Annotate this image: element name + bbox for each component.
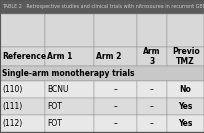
Text: (111): (111) xyxy=(2,102,23,111)
Bar xyxy=(94,81,137,98)
Bar xyxy=(0,81,45,98)
Text: No: No xyxy=(180,85,192,94)
Text: Single-arm monotherapy trials: Single-arm monotherapy trials xyxy=(2,69,135,78)
Bar xyxy=(0,66,204,81)
Bar xyxy=(0,47,45,66)
Bar xyxy=(45,47,94,66)
Bar xyxy=(167,98,204,115)
Text: Yes: Yes xyxy=(178,119,193,128)
Text: FOT: FOT xyxy=(47,102,62,111)
Bar xyxy=(137,81,167,98)
Bar xyxy=(137,98,167,115)
Bar xyxy=(45,115,94,132)
Bar xyxy=(0,115,45,132)
Text: –: – xyxy=(150,119,154,128)
Text: Arm 2: Arm 2 xyxy=(96,52,122,61)
Bar xyxy=(94,47,137,66)
Text: –: – xyxy=(113,85,117,94)
Text: Yes: Yes xyxy=(178,102,193,111)
Bar xyxy=(45,14,94,47)
Text: (112): (112) xyxy=(2,119,23,128)
Text: BCNU: BCNU xyxy=(47,85,69,94)
Text: (110): (110) xyxy=(2,85,23,94)
Bar xyxy=(167,47,204,66)
Text: Arm 1: Arm 1 xyxy=(47,52,73,61)
Text: FOT: FOT xyxy=(47,119,62,128)
Bar xyxy=(167,14,204,47)
Bar xyxy=(94,14,137,47)
Text: Reference: Reference xyxy=(2,52,47,61)
Bar xyxy=(0,14,45,47)
Bar xyxy=(94,98,137,115)
Bar xyxy=(167,81,204,98)
Bar xyxy=(137,14,167,47)
Text: TABLE 2   Retrospective studies and clinical trials with nitrosourea in recurren: TABLE 2 Retrospective studies and clinic… xyxy=(2,5,204,9)
Bar xyxy=(0,0,204,14)
Text: –: – xyxy=(150,102,154,111)
Text: –: – xyxy=(113,102,117,111)
Bar xyxy=(0,98,45,115)
Text: –: – xyxy=(113,119,117,128)
Bar xyxy=(45,81,94,98)
Bar xyxy=(137,47,167,66)
Text: –: – xyxy=(150,85,154,94)
Text: Previo
TMZ: Previo TMZ xyxy=(172,47,200,66)
Bar xyxy=(45,98,94,115)
Bar xyxy=(167,115,204,132)
Bar xyxy=(94,115,137,132)
Text: Arm
3: Arm 3 xyxy=(143,47,161,66)
Bar xyxy=(137,115,167,132)
